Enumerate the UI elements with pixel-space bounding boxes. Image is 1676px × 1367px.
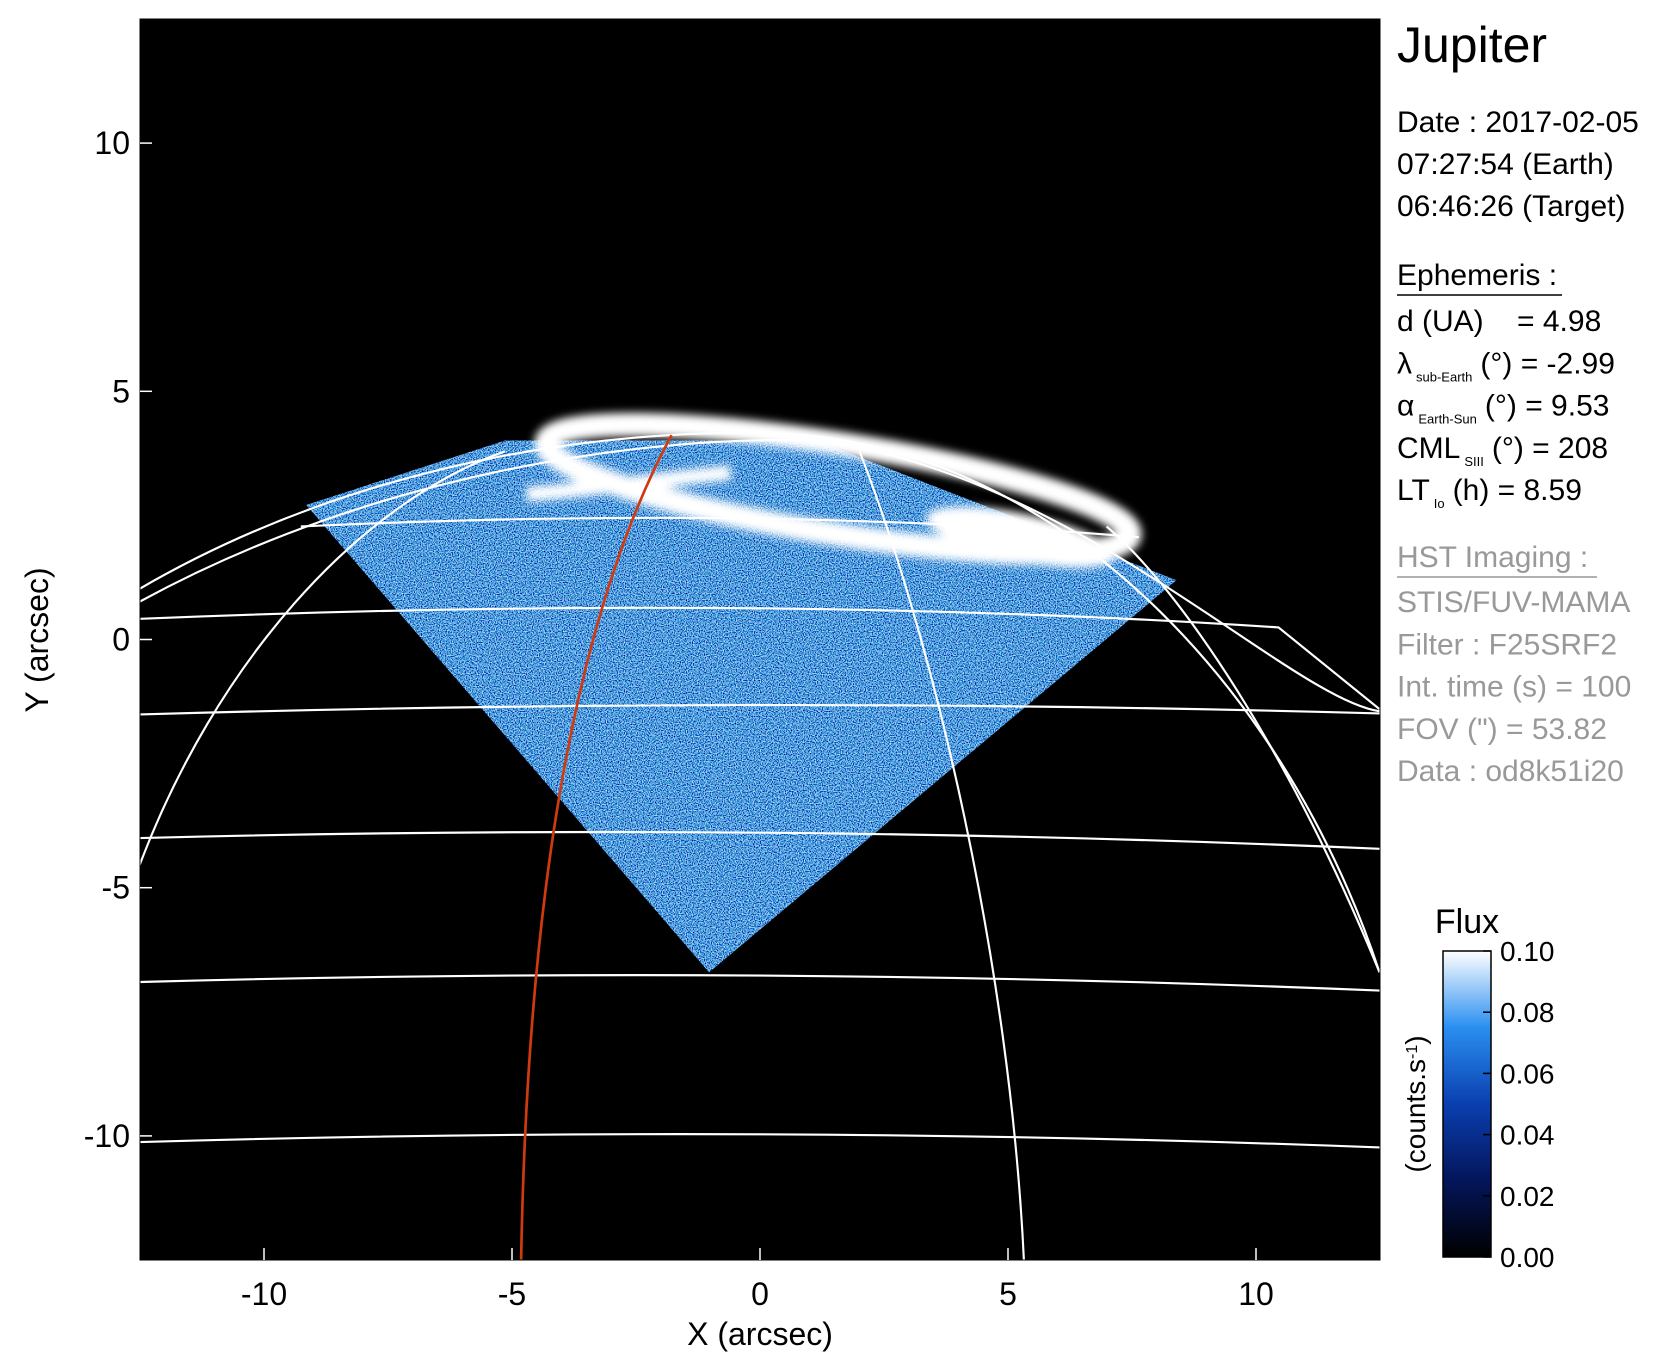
x-tick-label: 5: [999, 1276, 1017, 1312]
imaging-item: Filter : F25SRF2: [1397, 628, 1617, 661]
y-tick-label: 5: [112, 373, 130, 409]
imaging-item: Int. time (s) = 100: [1397, 671, 1631, 704]
y-tick-label: -5: [102, 870, 130, 906]
colorbar-label: (counts.s-1): [1400, 1035, 1431, 1172]
imaging-item: FOV (") = 53.82: [1397, 713, 1607, 746]
colorbar-label-part: ): [1400, 1035, 1431, 1044]
value: (°) = 208: [1492, 432, 1608, 465]
value: d (UA) = 4.98: [1397, 305, 1601, 338]
symbol: α: [1397, 390, 1414, 423]
x-tick-label: -10: [241, 1276, 287, 1312]
subscript: SIII: [1464, 453, 1484, 468]
imaging-heading: HST Imaging :: [1397, 541, 1588, 574]
subscript: Earth-Sun: [1418, 411, 1477, 426]
symbol: CML: [1397, 432, 1460, 465]
colorbar-tick-label: 0.00: [1500, 1242, 1555, 1273]
ephemeris-item: LT Io (h) = 8.59: [1397, 474, 1582, 511]
colorbar: [1442, 950, 1492, 1258]
subscript: Io: [1434, 496, 1445, 511]
colorbar-tick-label: 0.08: [1500, 997, 1555, 1028]
imaging-item: STIS/FUV-MAMA: [1397, 586, 1630, 619]
ephemeris-item: λ sub-Earth (°) = -2.99: [1397, 347, 1615, 384]
colorbar-label-part: (counts.s: [1400, 1059, 1431, 1173]
subscript: sub-Earth: [1416, 369, 1472, 384]
y-tick-label: 0: [112, 622, 130, 658]
panel-title: Jupiter: [1397, 17, 1547, 73]
value: (°) = 9.53: [1485, 390, 1610, 423]
ephemeris-item: CML SIII (°) = 208: [1397, 432, 1608, 469]
colorbar-title: Flux: [1435, 903, 1499, 941]
ephemeris-item: α Earth-Sun (°) = 9.53: [1397, 390, 1609, 427]
symbol: LT: [1397, 474, 1430, 507]
date-line: Date : 2017-02-05: [1397, 106, 1639, 139]
colorbar-tick-label: 0.06: [1500, 1058, 1555, 1089]
symbol: λ: [1397, 347, 1412, 380]
ephemeris-item: d (UA) = 4.98: [1397, 305, 1601, 338]
x-axis-label: X (arcsec): [687, 1316, 833, 1352]
colorbar-tick-label: 0.10: [1500, 936, 1555, 967]
planet-grid: [140, 431, 1380, 1260]
x-tick-label: 0: [751, 1276, 769, 1312]
colorbar-tick-label: 0.02: [1500, 1181, 1555, 1212]
y-tick-label: -10: [84, 1118, 130, 1154]
value: (h) = 8.59: [1453, 474, 1582, 507]
colorbar-label-part: -1: [1404, 1045, 1421, 1059]
value: (°) = -2.99: [1480, 347, 1615, 380]
date-line: 06:46:26 (Target): [1397, 190, 1625, 223]
ephemeris-heading: Ephemeris :: [1397, 259, 1557, 292]
imaging-item: Data : od8k51i20: [1397, 755, 1624, 788]
meridian: [519, 434, 673, 1260]
image: [140, 412, 1380, 1260]
colorbar-tick-label: 0.04: [1500, 1120, 1555, 1151]
detector-wedge: [306, 440, 1177, 973]
date-line: 07:27:54 (Earth): [1397, 148, 1614, 181]
x-tick-label: 10: [1238, 1276, 1274, 1312]
y-tick-label: 10: [94, 125, 130, 161]
y-axis-label: Y (arcsec): [19, 567, 55, 712]
x-tick-label: -5: [498, 1276, 526, 1312]
